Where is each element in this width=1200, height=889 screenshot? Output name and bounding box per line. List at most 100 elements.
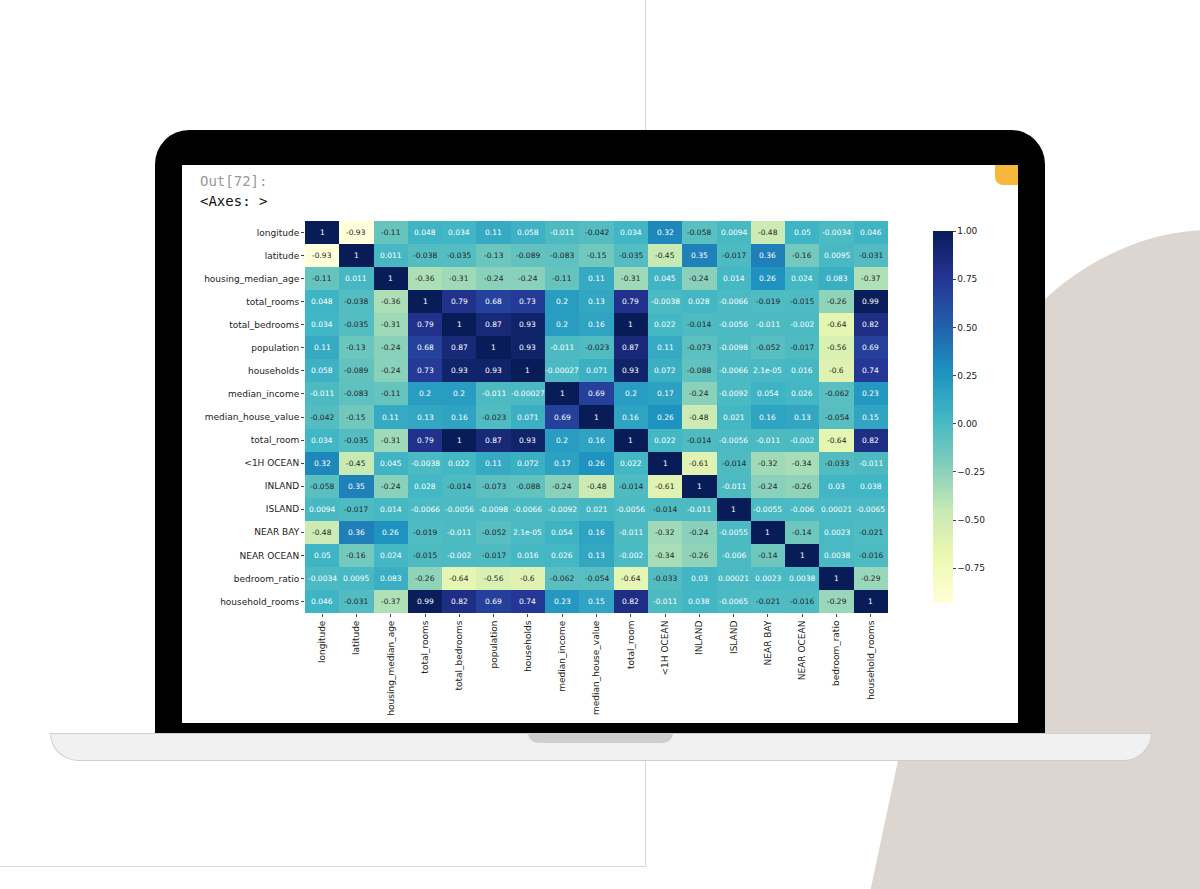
svg-text:0.034: 0.034 <box>311 436 333 445</box>
svg-text:-0.0056: -0.0056 <box>719 436 748 445</box>
svg-text:-0.014: -0.014 <box>447 482 471 491</box>
svg-text:0.022: 0.022 <box>620 459 642 468</box>
svg-text:0.05: 0.05 <box>794 228 811 237</box>
svg-text:-0.11: -0.11 <box>381 228 401 237</box>
svg-text:-0.0098: -0.0098 <box>479 505 508 514</box>
svg-text:-0.24: -0.24 <box>484 274 504 283</box>
svg-text:0.13: 0.13 <box>794 413 811 422</box>
svg-text:0.35: 0.35 <box>348 482 365 491</box>
svg-text:0.11: 0.11 <box>485 228 502 237</box>
svg-text:-0.93: -0.93 <box>312 251 332 260</box>
svg-text:0.69: 0.69 <box>554 413 571 422</box>
svg-text:-0.089: -0.089 <box>344 366 368 375</box>
svg-text:-0.56: -0.56 <box>827 343 847 352</box>
svg-text:0.058: 0.058 <box>311 366 333 375</box>
svg-text:0.048: 0.048 <box>414 228 436 237</box>
svg-text:-0.011: -0.011 <box>619 528 643 537</box>
svg-text:0.03: 0.03 <box>691 574 708 583</box>
svg-text:<1H OCEAN: <1H OCEAN <box>660 621 670 676</box>
svg-text:0.028: 0.028 <box>688 297 710 306</box>
svg-text:-0.93: -0.93 <box>346 228 366 237</box>
svg-text:0.32: 0.32 <box>314 459 331 468</box>
svg-text:0.2: 0.2 <box>453 389 465 398</box>
svg-text:0.038: 0.038 <box>860 482 882 491</box>
svg-text:-0.011: -0.011 <box>687 505 711 514</box>
svg-text:0.16: 0.16 <box>622 413 639 422</box>
svg-text:-0.36: -0.36 <box>381 297 401 306</box>
svg-text:0.99: 0.99 <box>417 597 434 606</box>
svg-text:-0.017: -0.017 <box>482 551 506 560</box>
svg-text:0.0094: 0.0094 <box>721 228 747 237</box>
svg-text:-0.017: -0.017 <box>344 505 368 514</box>
svg-text:0.16: 0.16 <box>588 320 605 329</box>
svg-text:1: 1 <box>491 343 496 352</box>
svg-text:0.024: 0.024 <box>791 274 813 283</box>
svg-text:1: 1 <box>868 597 873 606</box>
svg-text:-0.24: -0.24 <box>381 366 401 375</box>
svg-text:-0.035: -0.035 <box>447 251 471 260</box>
svg-text:-0.014: -0.014 <box>653 505 677 514</box>
svg-text:-0.24: -0.24 <box>381 343 401 352</box>
svg-text:1.00: 1.00 <box>957 226 977 236</box>
svg-text:-0.24: -0.24 <box>689 528 709 537</box>
svg-text:households: households <box>523 620 533 672</box>
svg-text:0.021: 0.021 <box>586 505 608 514</box>
svg-text:NEAR BAY: NEAR BAY <box>763 620 773 665</box>
svg-text:-0.006: -0.006 <box>722 551 746 560</box>
svg-text:0.034: 0.034 <box>620 228 642 237</box>
svg-text:-0.24: -0.24 <box>758 482 778 491</box>
svg-text:population: population <box>489 621 499 669</box>
svg-text:-0.34: -0.34 <box>655 551 675 560</box>
svg-text:-0.45: -0.45 <box>346 459 366 468</box>
svg-text:1: 1 <box>663 459 668 468</box>
svg-text:median_house_value: median_house_value <box>205 412 300 422</box>
svg-text:0.68: 0.68 <box>485 297 502 306</box>
svg-text:0.73: 0.73 <box>519 297 536 306</box>
svg-text:median_house_value: median_house_value <box>591 620 601 715</box>
svg-text:-0.011: -0.011 <box>859 459 883 468</box>
svg-text:0.072: 0.072 <box>654 366 676 375</box>
svg-text:bedroom_ratio: bedroom_ratio <box>234 574 300 584</box>
svg-text:0.93: 0.93 <box>622 366 639 375</box>
svg-text:-0.0038: -0.0038 <box>651 297 680 306</box>
svg-text:1: 1 <box>628 436 633 445</box>
svg-text:-0.0056: -0.0056 <box>719 320 748 329</box>
svg-text:-0.0034: -0.0034 <box>308 574 337 583</box>
svg-text:-0.37: -0.37 <box>861 274 881 283</box>
svg-text:-0.15: -0.15 <box>346 413 366 422</box>
svg-text:-0.058: -0.058 <box>687 228 711 237</box>
svg-text:0.026: 0.026 <box>791 389 813 398</box>
svg-text:-0.26: -0.26 <box>415 574 435 583</box>
svg-text:-0.038: -0.038 <box>413 251 437 260</box>
svg-text:0.046: 0.046 <box>860 228 882 237</box>
svg-text:0.05: 0.05 <box>314 551 331 560</box>
svg-text:latitude: latitude <box>265 251 300 261</box>
svg-text:-0.0092: -0.0092 <box>719 389 748 398</box>
svg-text:NEAR BAY: NEAR BAY <box>254 527 299 537</box>
svg-text:NEAR OCEAN: NEAR OCEAN <box>797 621 807 681</box>
svg-text:-0.32: -0.32 <box>655 528 675 537</box>
svg-text:-0.035: -0.035 <box>344 436 368 445</box>
svg-text:total_rooms: total_rooms <box>420 620 430 673</box>
svg-text:1: 1 <box>423 297 428 306</box>
svg-text:-0.31: -0.31 <box>449 274 469 283</box>
svg-text:1: 1 <box>457 320 462 329</box>
svg-text:0.011: 0.011 <box>345 274 367 283</box>
svg-text:-0.011: -0.011 <box>756 320 780 329</box>
svg-text:0.73: 0.73 <box>417 366 434 375</box>
svg-text:0.038: 0.038 <box>688 597 710 606</box>
svg-text:-0.31: -0.31 <box>381 436 401 445</box>
svg-text:0.74: 0.74 <box>519 597 536 606</box>
svg-text:-0.16: -0.16 <box>792 251 812 260</box>
svg-text:0.0023: 0.0023 <box>755 574 781 583</box>
svg-text:population: population <box>251 343 299 353</box>
svg-text:-0.45: -0.45 <box>655 251 675 260</box>
svg-text:0.93: 0.93 <box>485 366 502 375</box>
svg-text:1: 1 <box>354 251 359 260</box>
svg-text:0.13: 0.13 <box>417 413 434 422</box>
svg-text:INLAND: INLAND <box>265 481 299 491</box>
svg-text:0.11: 0.11 <box>314 343 331 352</box>
svg-text:-0.023: -0.023 <box>482 413 506 422</box>
svg-text:1: 1 <box>697 482 702 491</box>
svg-text:0.75: 0.75 <box>957 274 977 284</box>
